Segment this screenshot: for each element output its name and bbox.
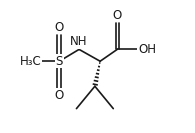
Text: O: O [55, 21, 64, 34]
Text: O: O [113, 9, 122, 22]
Text: OH: OH [138, 43, 156, 56]
Text: H₃C: H₃C [20, 55, 42, 68]
Text: O: O [55, 89, 64, 102]
Text: S: S [56, 55, 63, 68]
Text: NH: NH [70, 35, 88, 48]
